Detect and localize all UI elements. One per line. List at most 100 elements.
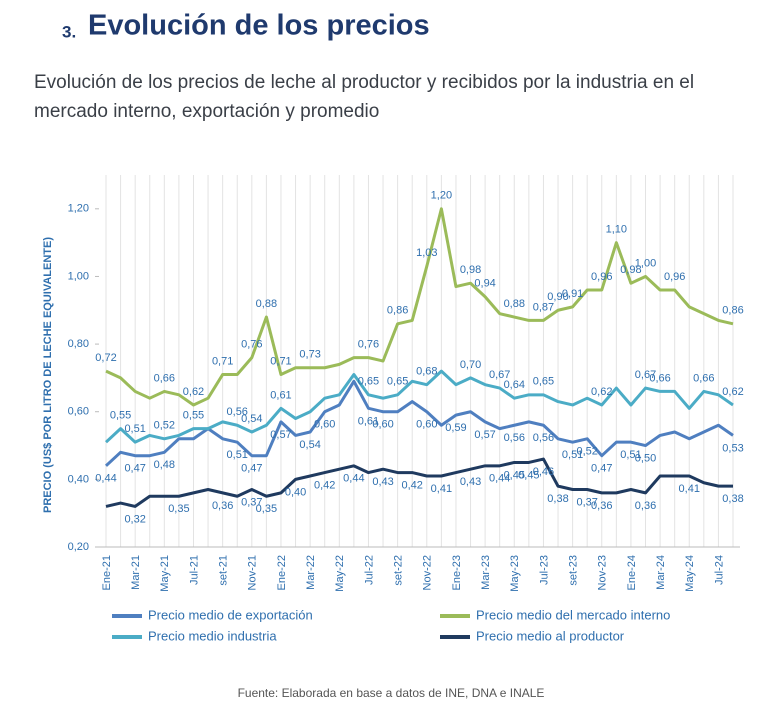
y-tick-label: 0,20	[68, 541, 89, 553]
data-label: 0,54	[241, 413, 262, 425]
data-label: 0,36	[212, 500, 233, 512]
data-label: 0,90	[547, 291, 568, 303]
data-label: 0,96	[664, 271, 685, 283]
x-tick-label: Mar-24	[655, 555, 667, 590]
data-label: 0,98	[460, 264, 481, 276]
data-label: 0,66	[649, 372, 670, 384]
legend-label: Precio medio industria	[148, 628, 277, 643]
y-axis-label: PRECIO (US$ POR LITRO DE LECHE EQUIVALEN…	[42, 237, 54, 513]
data-label: 0,57	[474, 429, 495, 441]
data-label: 0,67	[489, 369, 510, 381]
x-tick-label: set-22	[393, 555, 405, 586]
data-label: 0,65	[533, 376, 554, 388]
data-label: 1,10	[606, 224, 627, 236]
x-tick-label: May-22	[334, 555, 346, 592]
x-tick-label: Jul-24	[713, 555, 725, 585]
data-label: 0,32	[124, 513, 145, 525]
data-label: 0,52	[154, 420, 175, 432]
data-label: 0,60	[372, 419, 393, 431]
data-label: 0,66	[693, 372, 714, 384]
data-label: 0,94	[474, 278, 495, 290]
data-label: 0,72	[95, 352, 116, 364]
series-line	[105, 207, 734, 407]
data-label: 0,54	[299, 439, 320, 451]
data-label: 0,52	[576, 446, 597, 458]
data-label: 0,42	[314, 480, 335, 492]
data-label: 0,51	[562, 449, 583, 461]
data-label: 0,41	[679, 483, 700, 495]
subtitle: Evolución de los precios de leche al pro…	[34, 72, 695, 122]
data-label: 0,38	[547, 493, 568, 505]
legend-label: Precio medio del mercado interno	[476, 607, 670, 622]
data-label: 0,40	[285, 486, 306, 498]
series-line	[105, 457, 733, 508]
x-tick-label: May-21	[159, 555, 171, 592]
data-label: 0,98	[620, 264, 641, 276]
data-label: 0,60	[314, 419, 335, 431]
data-label: 1,20	[431, 190, 452, 202]
series-line	[104, 369, 734, 444]
data-label: 0,41	[431, 483, 452, 495]
data-label: 0,46	[533, 466, 554, 478]
data-label: 0,62	[591, 386, 612, 398]
data-label: 0,86	[387, 305, 408, 317]
data-label: 0,43	[372, 476, 393, 488]
data-label: 0,48	[154, 459, 175, 471]
data-label: 0,55	[183, 410, 204, 422]
data-label: 0,86	[722, 305, 743, 317]
data-label: 0,76	[241, 339, 262, 351]
data-label: 0,51	[227, 449, 248, 461]
y-tick-label: 1,20	[68, 203, 89, 215]
data-label: 0,37	[241, 496, 262, 508]
data-label: 0,65	[387, 376, 408, 388]
data-label: 0,45	[504, 469, 525, 481]
chart-title: Evolución de los precios	[88, 10, 430, 42]
data-label: 0,66	[154, 372, 175, 384]
data-label: 0,55	[110, 410, 131, 422]
data-label: 0,53	[722, 442, 743, 454]
data-label: 0,51	[620, 449, 641, 461]
series-line	[104, 379, 734, 467]
x-tick-label: Jul-23	[538, 555, 550, 585]
y-tick-label: 0,60	[68, 406, 89, 418]
data-label: 0,96	[591, 271, 612, 283]
data-label: 0,44	[343, 473, 364, 485]
legend-label: Precio medio al productor	[476, 628, 625, 643]
data-label: 0,60	[416, 419, 437, 431]
data-label: 1,00	[635, 257, 656, 269]
data-label: 0,35	[168, 503, 189, 515]
data-label: 0,62	[183, 386, 204, 398]
x-tick-label: Ene-23	[451, 555, 463, 590]
x-tick-label: Ene-24	[626, 555, 638, 590]
data-label: 0,71	[212, 355, 233, 367]
data-label: 0,70	[460, 359, 481, 371]
data-label: 0,67	[635, 369, 656, 381]
x-tick-label: Jul-22	[363, 555, 375, 585]
data-label: 0,88	[504, 298, 525, 310]
data-label: 0,71	[270, 355, 291, 367]
x-tick-label: Mar-21	[130, 555, 142, 590]
data-label: 0,36	[635, 500, 656, 512]
data-label: 0,47	[241, 463, 262, 475]
data-label: 0,64	[504, 379, 525, 391]
x-tick-label: Ene-21	[101, 555, 113, 590]
x-tick-label: May-24	[684, 555, 696, 592]
data-label: 0,87	[533, 301, 554, 313]
data-label: 0,47	[124, 463, 145, 475]
data-label: 0,42	[401, 480, 422, 492]
x-tick-label: May-23	[509, 555, 521, 592]
y-tick-label: 0,40	[68, 473, 89, 485]
y-tick-label: 0,80	[68, 338, 89, 350]
data-label: 0,36	[591, 500, 612, 512]
data-label: 0,47	[591, 463, 612, 475]
data-label: 0,45	[518, 469, 539, 481]
x-tick-label: Nov-21	[247, 555, 259, 590]
data-label: 0,50	[635, 452, 656, 464]
section-number: 3.	[62, 22, 76, 41]
data-label: 0,73	[299, 349, 320, 361]
data-label: 1,03	[416, 247, 437, 259]
data-label: 0,61	[358, 415, 379, 427]
data-label: 0,91	[562, 288, 583, 300]
